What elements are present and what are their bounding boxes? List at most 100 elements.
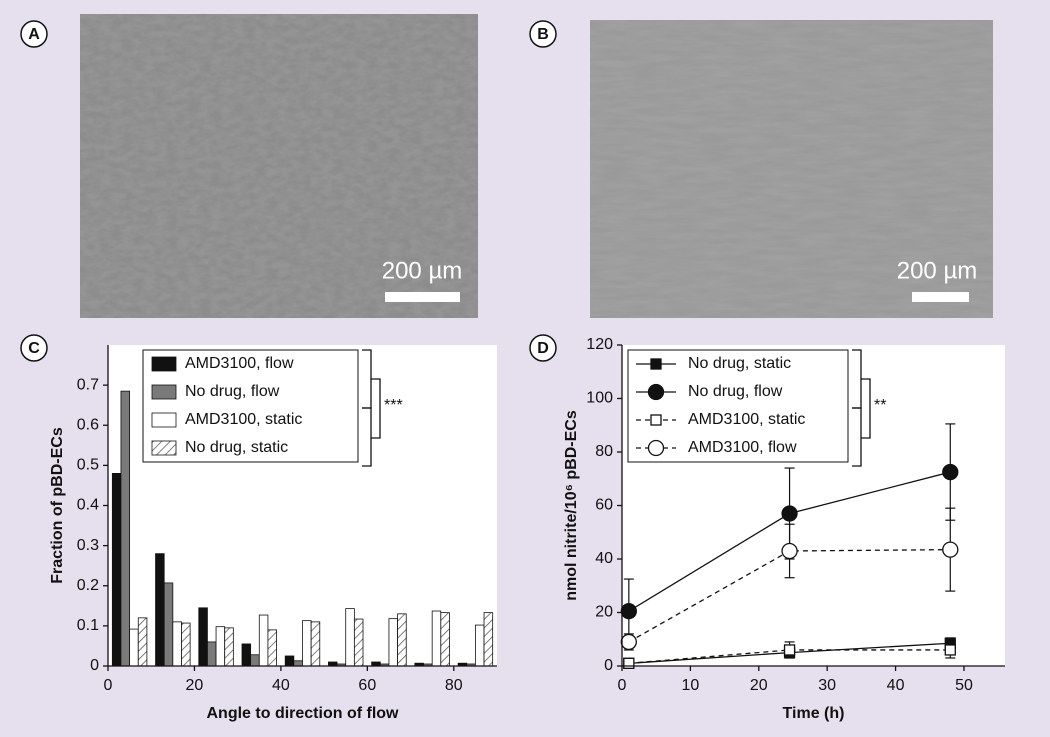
bar — [258, 614, 269, 667]
y-tick-label: 80 — [595, 443, 613, 460]
x-tick-label: 20 — [750, 677, 768, 694]
marker — [647, 383, 665, 401]
significance: *** — [384, 397, 403, 414]
bar — [137, 617, 148, 667]
bar — [224, 627, 234, 667]
bar — [129, 628, 139, 667]
bar — [172, 621, 182, 667]
x-tick-label: 60 — [358, 677, 376, 694]
x-tick-label: 30 — [818, 677, 836, 694]
panel-labels: A B C D — [20, 20, 557, 362]
bracket — [852, 407, 862, 467]
bracket — [861, 378, 871, 439]
micrograph-a-texture — [80, 14, 478, 318]
panel-label: A — [28, 26, 40, 43]
bar — [207, 641, 217, 667]
bar — [163, 582, 174, 667]
y-tick-label: 20 — [595, 604, 613, 621]
y-tick-label: 0.2 — [77, 577, 99, 594]
significance: ** — [874, 397, 886, 414]
marker — [942, 463, 959, 481]
marker — [620, 603, 637, 620]
bar — [111, 472, 122, 667]
x-tick-label: 40 — [272, 677, 290, 694]
bar — [250, 654, 260, 667]
bar — [353, 618, 364, 667]
bar — [483, 612, 494, 667]
marker — [944, 644, 956, 656]
legend-label: AMD3100, static — [688, 411, 805, 428]
legend-label: No drug, flow — [185, 383, 280, 400]
bar — [181, 622, 191, 667]
marker — [783, 644, 796, 656]
x-tick-label: 80 — [445, 677, 463, 694]
x-tick-label: 0 — [618, 677, 627, 694]
legend-swatch — [151, 412, 177, 428]
bracket — [371, 378, 381, 439]
legend-box — [142, 349, 359, 463]
marker — [781, 542, 798, 560]
legend-swatch — [151, 384, 177, 400]
x-axis-label: Angle to direction of flow — [207, 705, 400, 722]
y-tick-label: 60 — [595, 497, 613, 514]
bar — [284, 655, 295, 667]
y-tick-label: 40 — [595, 550, 613, 567]
micrograph-b-texture — [590, 20, 993, 318]
bar — [431, 610, 442, 667]
y-tick-label: 120 — [586, 336, 613, 353]
y-tick-label: 0.3 — [77, 537, 99, 554]
x-axis-label: Time (h) — [783, 705, 845, 722]
bar — [241, 643, 252, 667]
y-axis-label: Fraction of pBD-ECs — [49, 427, 66, 584]
axes — [107, 345, 497, 667]
y-tick-label: 0 — [604, 657, 613, 674]
panel-badge — [20, 334, 48, 362]
bar — [267, 629, 277, 667]
bar — [310, 621, 321, 667]
y-tick-label: 0 — [90, 657, 99, 674]
y-tick-label: 0.1 — [77, 617, 99, 634]
bar — [198, 607, 208, 667]
bar — [440, 612, 450, 667]
bar — [155, 553, 165, 667]
legend-swatch — [151, 440, 177, 456]
legend-label: AMD3100, static — [185, 411, 302, 428]
y-tick-label: 100 — [586, 390, 613, 407]
scale-bar — [385, 292, 460, 302]
x-tick-label: 20 — [186, 677, 204, 694]
bar — [397, 613, 407, 667]
marker — [650, 358, 662, 370]
legend-label: No drug, static — [185, 439, 288, 456]
y-tick-label: 0.5 — [77, 457, 99, 474]
legend-swatch — [151, 356, 177, 372]
panel-label: C — [28, 340, 40, 357]
x-tick-label: 50 — [955, 677, 973, 694]
scale-bar — [912, 292, 969, 302]
x-tick-label: 10 — [681, 677, 699, 694]
y-tick-label: 0.6 — [77, 416, 99, 433]
marker — [620, 633, 637, 651]
bar — [302, 620, 312, 667]
marker — [623, 657, 635, 669]
panel-label: B — [537, 26, 549, 43]
bar — [345, 608, 355, 667]
bar — [215, 626, 226, 667]
bar — [474, 624, 485, 667]
panel-badge — [529, 20, 557, 48]
marker — [650, 414, 662, 426]
marker — [942, 541, 959, 558]
legend-label: AMD3100, flow — [185, 355, 294, 372]
scale-bar-label: 200 µm — [897, 257, 978, 284]
bar — [388, 618, 398, 667]
axes — [621, 345, 1005, 667]
bracket — [362, 407, 372, 467]
y-axis-label: nmol nitrite/10⁶ pBD-ECs — [563, 410, 580, 601]
x-tick-label: 0 — [104, 677, 113, 694]
y-tick-label: 0.4 — [77, 497, 99, 514]
scale-bar-label: 200 µm — [382, 257, 463, 284]
legend-label: AMD3100, flow — [688, 439, 797, 456]
marker — [647, 439, 665, 457]
y-tick-label: 0.7 — [77, 376, 99, 393]
bar — [293, 660, 303, 667]
